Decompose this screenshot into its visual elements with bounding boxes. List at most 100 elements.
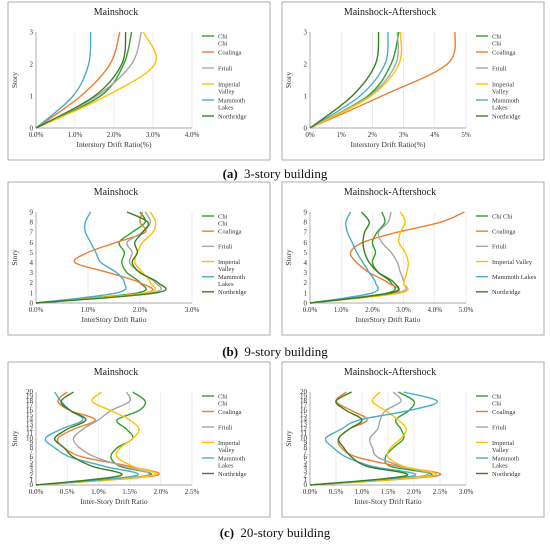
legend-label-imperial-valley: Imperial Valley: [492, 259, 533, 266]
legend-label-northridge: Northridge: [492, 471, 521, 478]
legend-label-mammoth-lakes: Mammoth Lakes: [492, 97, 520, 111]
chart-panel-6: Mainshock-Aftershock 0.0% 0.5% 1.0% 1.5% 2.0%…: [281, 361, 545, 518]
chart-title: Mainshock: [94, 187, 138, 198]
series-line-mammoth-lakes: [309, 31, 389, 129]
series-line-imperial-valley: [309, 391, 437, 486]
y-tick-label: 1: [30, 92, 34, 100]
series-line-imperial-valley: [35, 31, 157, 129]
x-tick-label: 1.0%: [355, 488, 370, 496]
y-tick-label: 5: [30, 249, 34, 257]
x-axis-label: Inter-Story Drift Ratio: [354, 497, 422, 506]
x-tick-label: 3.0%: [185, 306, 200, 314]
legend-label-mammoth-lakes: Mammoth Lakes: [218, 274, 246, 288]
legend-label-northridge: Northridge: [218, 289, 247, 296]
y-tick-label: 0: [304, 124, 308, 132]
y-tick-label: 13: [26, 420, 34, 428]
y-tick-label: 20: [26, 388, 34, 396]
chart-title: Mainshock-Aftershock: [344, 367, 436, 378]
caption-a-letter: (a): [223, 166, 238, 181]
legend-label-mammoth-lakes: Mammoth Lakes: [492, 274, 537, 281]
x-tick-label: 4%: [430, 131, 440, 139]
x-tick-label: 0%: [305, 131, 315, 139]
y-tick-label: 0: [30, 124, 34, 132]
y-tick-label: 8: [30, 444, 34, 452]
series-line-mammoth-lakes: [309, 211, 380, 304]
y-axis-label: Story: [10, 430, 19, 447]
legend-label-friuli: Friuli: [218, 424, 233, 431]
legend-label-mammoth-lakes: Mammoth Lakes: [492, 455, 520, 469]
legend-label-imperial-valley: Imperial Valley: [492, 81, 514, 95]
y-tick-label: 7: [304, 229, 308, 237]
y-tick-label: 17: [26, 402, 34, 410]
y-tick-label: 1: [304, 476, 308, 484]
legend-label-friuli: Friuli: [492, 244, 507, 251]
y-tick-label: 2: [30, 279, 34, 287]
x-tick-label: 1.0%: [91, 488, 106, 496]
x-tick-label: 1%: [337, 131, 347, 139]
y-tick-label: 15: [300, 411, 308, 419]
x-tick-label: 0.0%: [29, 306, 44, 314]
y-tick-label: 0: [30, 481, 34, 489]
x-tick-label: 2.0%: [107, 131, 122, 139]
legend-label-imperial-valley: Imperial Valley: [218, 259, 240, 273]
y-tick-label: 1: [304, 92, 308, 100]
x-tick-label: 3%: [399, 131, 409, 139]
y-tick-label: 8: [304, 219, 308, 227]
y-tick-label: 2: [30, 60, 34, 68]
legend-label-northridge: Northridge: [492, 289, 521, 296]
caption-c: (c) 20-story building: [220, 525, 331, 540]
y-tick-label: 12: [26, 425, 34, 433]
x-axis-label: Inter-Story Drift Ratio: [80, 497, 148, 506]
x-axis-label: Interstory Drift Ratio(%): [351, 140, 426, 149]
x-tick-label: 2.0%: [133, 306, 148, 314]
x-tick-label: 3.0%: [396, 306, 411, 314]
legend-label-friuli: Friuli: [218, 244, 233, 251]
y-tick-label: 0: [304, 481, 308, 489]
series-line-northridge: [309, 31, 380, 129]
series-line-coalinga: [309, 211, 465, 304]
legend-label-mammoth-lakes: Mammoth Lakes: [218, 455, 246, 469]
y-tick-label: 8: [30, 219, 34, 227]
legend-label-northridge: Northridge: [218, 113, 247, 120]
y-tick-label: 19: [26, 392, 34, 400]
y-axis-label: Story: [284, 430, 293, 447]
y-tick-label: 5: [304, 458, 308, 466]
panel-frame: [7, 181, 271, 336]
legend-label-chi-chi: Chi Chi: [492, 213, 513, 220]
y-tick-label: 9: [30, 439, 34, 447]
y-tick-label: 14: [26, 416, 34, 424]
legend-label-imperial-valley: Imperial Valley: [218, 440, 240, 454]
x-tick-label: 2.5%: [433, 488, 448, 496]
legend-label-imperial-valley: Imperial Valley: [218, 81, 240, 95]
series-line-northridge: [35, 211, 167, 304]
y-tick-label: 3: [30, 269, 34, 277]
legend-label-chi-chi: Chi Chi: [218, 213, 228, 227]
series-line-imperial-valley: [309, 211, 410, 304]
y-tick-label: 1: [30, 289, 34, 297]
caption-b-letter: (b): [222, 344, 238, 359]
y-tick-label: 8: [304, 444, 308, 452]
caption-c-letter: (c): [220, 525, 234, 540]
x-tick-label: 2%: [368, 131, 378, 139]
y-tick-label: 16: [300, 406, 308, 414]
y-tick-label: 6: [30, 453, 34, 461]
y-tick-label: 15: [26, 411, 34, 419]
legend-label-coalinga: Coalinga: [218, 49, 242, 56]
x-tick-label: 4.0%: [428, 306, 443, 314]
series-line-mammoth-lakes: [309, 391, 439, 486]
y-tick-label: 18: [300, 397, 308, 405]
y-tick-label: 0: [30, 299, 34, 307]
panel-frame: [281, 1, 545, 161]
y-tick-label: 14: [300, 416, 308, 424]
x-tick-label: 0.0%: [303, 306, 318, 314]
x-tick-label: 0.0%: [29, 488, 44, 496]
caption-b-text: 9-story building: [244, 344, 328, 359]
x-tick-label: 4.0%: [185, 131, 200, 139]
legend-label-friuli: Friuli: [218, 65, 233, 72]
x-tick-label: 1.5%: [122, 488, 137, 496]
series-line-friuli: [309, 211, 407, 304]
caption-a: (a) 3-story building: [223, 166, 328, 181]
chart-title: Mainshock-Aftershock: [344, 7, 436, 18]
y-tick-label: 11: [26, 430, 33, 438]
